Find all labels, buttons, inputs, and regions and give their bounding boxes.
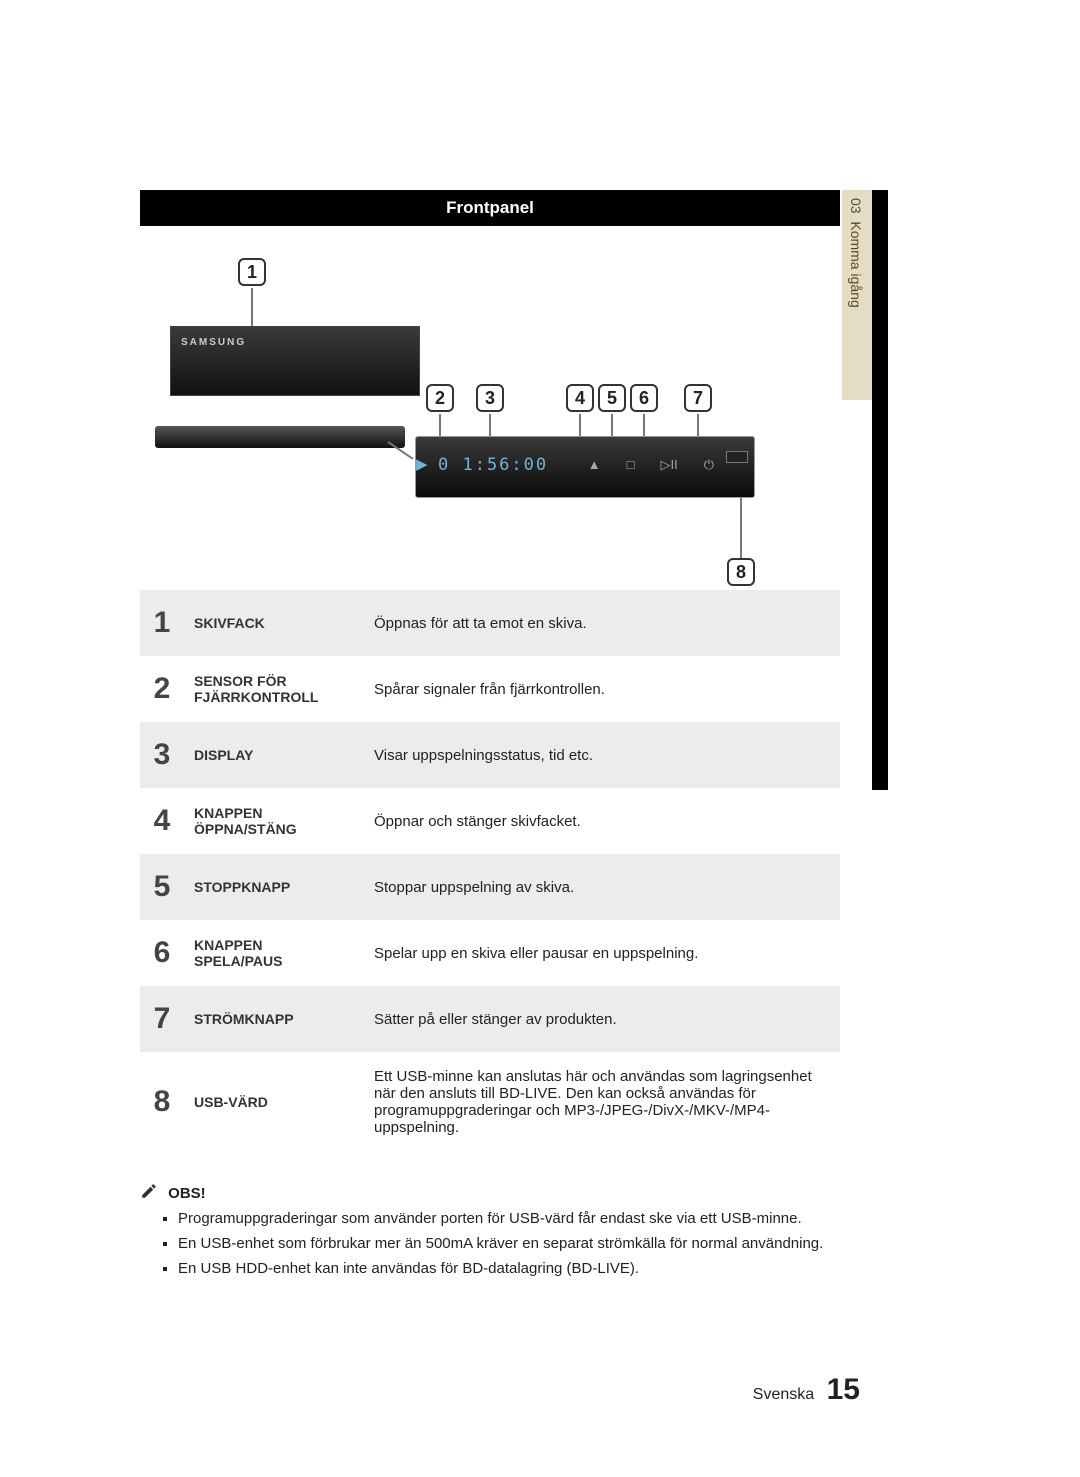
page-content: Frontpanel 1 SAMSUNG 2 3 4 5 6 7 ▶ 0 1:5…: [140, 190, 840, 1285]
row-number: 6: [140, 920, 184, 986]
row-label: DISPLAY: [184, 722, 364, 788]
callout-5: 5: [598, 384, 626, 412]
row-desc: Visar uppspelningsstatus, tid etc.: [364, 722, 840, 788]
row-label: USB-VÄRD: [184, 1052, 364, 1152]
display-readout: 0 1:56:00: [438, 455, 548, 475]
power-icon: ⏻: [704, 457, 714, 473]
leader-line: [740, 498, 742, 558]
eject-icon: ▲: [588, 457, 601, 473]
row-number: 3: [140, 722, 184, 788]
row-number: 1: [140, 590, 184, 656]
note-icon: [140, 1182, 158, 1204]
footer-page: 15: [827, 1373, 860, 1406]
row-desc: Sätter på eller stänger av produkten.: [364, 986, 840, 1052]
usb-slot: [726, 451, 748, 463]
notes-list: Programuppgraderingar som använder porte…: [178, 1210, 840, 1277]
callout-8: 8: [727, 558, 755, 586]
table-row: 5STOPPKNAPPStoppar uppspelning av skiva.: [140, 854, 840, 920]
note-item: En USB-enhet som förbrukar mer än 500mA …: [178, 1235, 840, 1252]
row-label: SKIVFACK: [184, 590, 364, 656]
chapter-label: 03 Komma igång: [848, 198, 864, 308]
table-row: 6KNAPPEN SPELA/PAUSSpelar upp en skiva e…: [140, 920, 840, 986]
callout-2: 2: [426, 384, 454, 412]
row-label: STRÖMKNAPP: [184, 986, 364, 1052]
callout-6: 6: [630, 384, 658, 412]
row-desc: Ett USB-minne kan anslutas här och använ…: [364, 1052, 840, 1152]
row-label: SENSOR FÖR FJÄRRKONTROLL: [184, 656, 364, 722]
row-label: KNAPPEN ÖPPNA/STÄNG: [184, 788, 364, 854]
table-row: 8USB-VÄRDEtt USB-minne kan anslutas här …: [140, 1052, 840, 1152]
table-row: 1SKIVFACKÖppnas för att ta emot en skiva…: [140, 590, 840, 656]
row-number: 7: [140, 986, 184, 1052]
row-number: 2: [140, 656, 184, 722]
chapter-title: Komma igång: [848, 221, 864, 307]
row-desc: Öppnas för att ta emot en skiva.: [364, 590, 840, 656]
row-number: 5: [140, 854, 184, 920]
side-black-bar: [872, 190, 888, 790]
notes-section: OBS! Programuppgraderingar som använder …: [140, 1180, 840, 1277]
row-label: KNAPPEN SPELA/PAUS: [184, 920, 364, 986]
callout-4: 4: [566, 384, 594, 412]
chapter-number: 03: [848, 198, 864, 214]
callout-7: 7: [684, 384, 712, 412]
footer-lang: Svenska: [753, 1386, 814, 1403]
device-small-top: SAMSUNG: [170, 326, 420, 396]
table-row: 7STRÖMKNAPPSätter på eller stänger av pr…: [140, 986, 840, 1052]
play-icon: ▶: [416, 455, 428, 473]
device-zoom: ▶ 0 1:56:00 ▲ □ ▷II ⏻: [415, 436, 755, 498]
row-desc: Stoppar uppspelning av skiva.: [364, 854, 840, 920]
button-icon-row: ▲ □ ▷II ⏻: [588, 457, 714, 473]
notes-heading: OBS!: [168, 1185, 206, 1202]
row-label: STOPPKNAPP: [184, 854, 364, 920]
section-title: Frontpanel: [446, 198, 534, 218]
device-small-bottom: [155, 426, 405, 448]
frontpanel-diagram: 1 SAMSUNG 2 3 4 5 6 7 ▶ 0 1:56:00 ▲ □ ▷I…: [140, 226, 840, 586]
table-row: 4KNAPPEN ÖPPNA/STÄNGÖppnar och stänger s…: [140, 788, 840, 854]
table-row: 2SENSOR FÖR FJÄRRKONTROLLSpårar signaler…: [140, 656, 840, 722]
table-row: 3DISPLAYVisar uppspelningsstatus, tid et…: [140, 722, 840, 788]
row-desc: Spelar upp en skiva eller pausar en upps…: [364, 920, 840, 986]
callout-1: 1: [238, 258, 266, 286]
play-pause-icon: ▷II: [660, 457, 677, 473]
callout-3: 3: [476, 384, 504, 412]
frontpanel-table: 1SKIVFACKÖppnas för att ta emot en skiva…: [140, 590, 840, 1152]
section-title-bar: Frontpanel: [140, 190, 840, 226]
page-footer: Svenska 15: [0, 1373, 1080, 1407]
row-desc: Spårar signaler från fjärrkontrollen.: [364, 656, 840, 722]
note-item: Programuppgraderingar som använder porte…: [178, 1210, 840, 1227]
brand-label: SAMSUNG: [181, 337, 246, 348]
note-item: En USB HDD-enhet kan inte användas för B…: [178, 1260, 840, 1277]
row-number: 4: [140, 788, 184, 854]
stop-icon: □: [627, 457, 635, 473]
row-number: 8: [140, 1052, 184, 1152]
row-desc: Öppnar och stänger skivfacket.: [364, 788, 840, 854]
